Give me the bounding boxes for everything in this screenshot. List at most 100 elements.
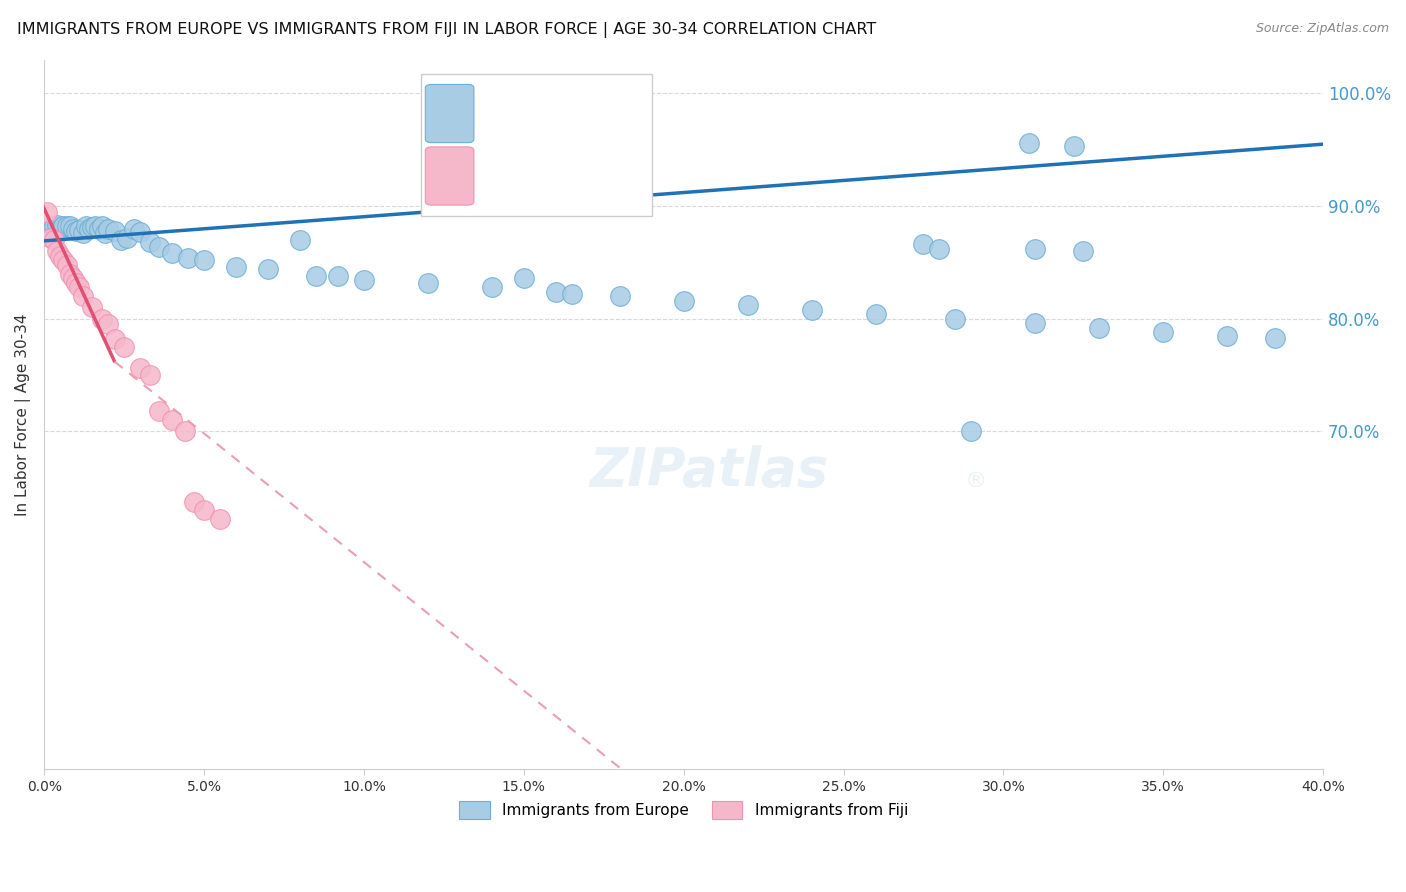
- Point: [67, 223, 90, 237]
- Point: [177, 251, 200, 265]
- Point: [87, 221, 110, 235]
- Point: [160, 246, 183, 260]
- Point: [72, 289, 94, 303]
- Point: [82, 220, 104, 235]
- Text: Source: ZipAtlas.com: Source: ZipAtlas.com: [1256, 22, 1389, 36]
- Point: [65, 276, 87, 290]
- Point: [481, 280, 503, 294]
- Text: N =: N =: [572, 169, 612, 184]
- Point: [160, 413, 183, 427]
- Point: [1152, 325, 1174, 339]
- Point: [82, 301, 104, 315]
- Point: [800, 302, 823, 317]
- Point: [97, 318, 120, 332]
- Point: [42, 219, 65, 234]
- Text: 0.301: 0.301: [526, 105, 575, 120]
- Point: [59, 267, 82, 281]
- Point: [46, 244, 69, 259]
- Point: [62, 271, 84, 285]
- Point: [1264, 331, 1286, 345]
- Text: ZIPatlas: ZIPatlas: [589, 445, 828, 497]
- Point: [1073, 244, 1095, 259]
- Point: [84, 219, 107, 234]
- Point: [65, 224, 87, 238]
- Point: [328, 268, 350, 283]
- Point: [305, 268, 328, 283]
- Point: [112, 340, 135, 354]
- Point: [1216, 328, 1239, 343]
- Point: [960, 425, 983, 439]
- Point: [928, 242, 950, 256]
- Point: [129, 361, 152, 376]
- Point: [97, 221, 120, 235]
- Text: R =: R =: [477, 105, 515, 120]
- Point: [945, 311, 967, 326]
- Point: [193, 503, 215, 517]
- Point: [129, 225, 152, 239]
- Point: [103, 332, 125, 346]
- Point: [544, 285, 567, 299]
- Point: [1024, 316, 1046, 330]
- Text: R =: R =: [477, 169, 509, 184]
- Point: [183, 495, 205, 509]
- Point: [561, 287, 583, 301]
- Point: [672, 293, 695, 308]
- Point: [42, 233, 65, 247]
- Point: [46, 218, 69, 232]
- Point: [1024, 242, 1046, 256]
- Point: [1018, 136, 1040, 150]
- Point: [110, 233, 132, 247]
- Point: [55, 258, 77, 272]
- Text: 25: 25: [613, 169, 640, 184]
- Point: [52, 253, 75, 268]
- Point: [148, 239, 170, 253]
- Point: [49, 221, 72, 235]
- Point: [1063, 139, 1085, 153]
- Point: [75, 219, 97, 234]
- Point: [39, 224, 62, 238]
- Text: 54: 54: [613, 105, 640, 120]
- Point: [55, 219, 77, 234]
- Point: [912, 237, 935, 252]
- Y-axis label: In Labor Force | Age 30-34: In Labor Force | Age 30-34: [15, 313, 31, 516]
- Point: [173, 425, 195, 439]
- Point: [416, 276, 439, 290]
- FancyBboxPatch shape: [426, 85, 474, 143]
- FancyBboxPatch shape: [422, 74, 652, 216]
- Point: [117, 230, 139, 244]
- Point: [37, 204, 59, 219]
- Point: [1088, 320, 1111, 334]
- Point: [72, 226, 94, 240]
- Point: [122, 221, 145, 235]
- Text: -0.477: -0.477: [515, 169, 569, 184]
- Point: [138, 235, 160, 249]
- Point: [67, 280, 90, 294]
- Point: [52, 219, 75, 234]
- Point: [103, 224, 125, 238]
- Point: [77, 221, 100, 235]
- Point: [90, 311, 112, 326]
- Point: [59, 219, 82, 234]
- Point: [737, 298, 759, 312]
- Point: [90, 219, 112, 234]
- Point: [62, 221, 84, 235]
- Text: ®: ®: [965, 471, 987, 491]
- Point: [209, 512, 232, 526]
- Point: [353, 273, 375, 287]
- Text: IMMIGRANTS FROM EUROPE VS IMMIGRANTS FROM FIJI IN LABOR FORCE | AGE 30-34 CORREL: IMMIGRANTS FROM EUROPE VS IMMIGRANTS FRO…: [17, 22, 876, 38]
- Point: [609, 289, 631, 303]
- Point: [865, 307, 887, 321]
- Point: [225, 260, 247, 274]
- FancyBboxPatch shape: [426, 147, 474, 205]
- Point: [288, 233, 311, 247]
- Point: [94, 226, 117, 240]
- Point: [39, 230, 62, 244]
- Point: [257, 262, 280, 277]
- Point: [138, 368, 160, 382]
- Text: N =: N =: [572, 105, 612, 120]
- Point: [148, 404, 170, 418]
- Point: [193, 253, 215, 268]
- Point: [49, 249, 72, 263]
- Point: [513, 271, 536, 285]
- Legend: Immigrants from Europe, Immigrants from Fiji: Immigrants from Europe, Immigrants from …: [453, 795, 914, 825]
